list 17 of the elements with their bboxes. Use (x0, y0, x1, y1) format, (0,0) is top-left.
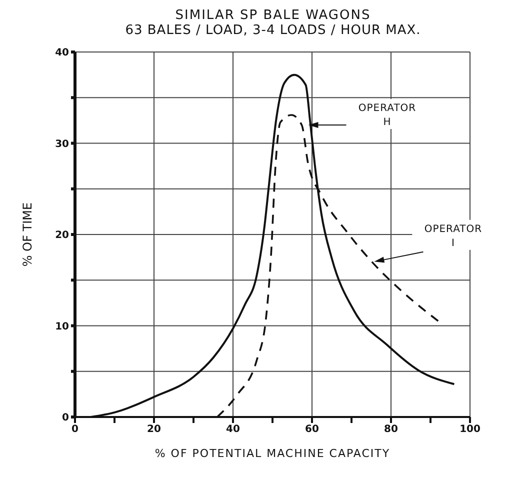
y-tick-label: 30 (55, 138, 70, 150)
annotation: OPERATOR H (358, 103, 416, 128)
chart-subtitle: 63 BALES / LOAD, 3-4 LOADS / HOUR MAX. (124, 23, 422, 38)
y-tick-label: 40 (55, 48, 70, 59)
x-tick-label: 40 (226, 424, 240, 436)
x-tick-label: 80 (384, 424, 398, 436)
y-axis-title: % OF TIME (20, 202, 34, 267)
x-tick-label: 0 (72, 424, 79, 436)
annotation: OPERATOR I (424, 224, 482, 249)
y-tick-label: 20 (55, 230, 70, 242)
y-tick-label: 0 (62, 412, 70, 424)
x-tick-label: 100 (460, 424, 480, 436)
x-tick-label: 20 (147, 424, 161, 436)
chart-title: SIMILAR SP BALE WAGONS (174, 8, 372, 23)
x-tick-label: 60 (305, 424, 319, 436)
x-axis-title: % OF POTENTIAL MACHINE CAPACITY (154, 447, 390, 460)
y-tick-label: 10 (55, 321, 70, 332)
